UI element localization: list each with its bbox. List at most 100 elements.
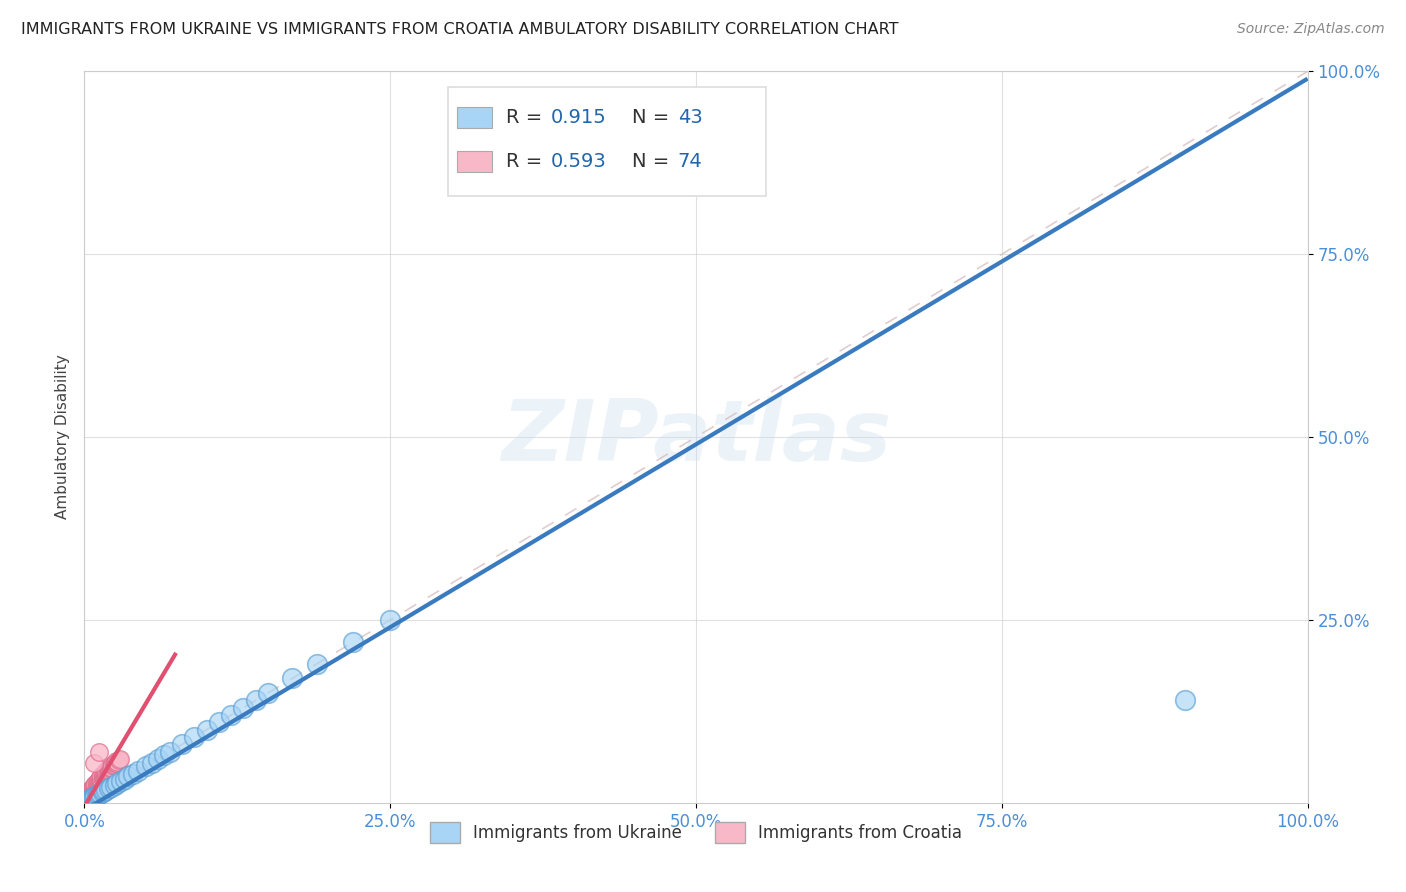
Point <box>97 781 120 796</box>
Point <box>91 770 114 784</box>
Point <box>77 793 100 807</box>
Point <box>82 784 104 798</box>
Point <box>100 762 122 776</box>
Point <box>84 789 107 804</box>
Point <box>79 787 101 801</box>
Point <box>76 794 98 808</box>
Point <box>97 763 120 777</box>
Point <box>89 773 111 788</box>
Point <box>257 686 280 700</box>
Text: 74: 74 <box>678 152 703 171</box>
Point <box>77 794 100 808</box>
Point <box>98 761 121 775</box>
Text: 0.593: 0.593 <box>550 152 606 171</box>
Point <box>86 780 108 794</box>
Point <box>98 764 121 778</box>
Point <box>87 788 110 802</box>
Point <box>219 708 242 723</box>
Point <box>77 786 100 800</box>
Point <box>84 781 107 796</box>
Point <box>110 773 132 788</box>
Point <box>103 757 125 772</box>
Point <box>87 787 110 801</box>
Point <box>101 761 124 775</box>
Point <box>82 780 104 794</box>
Point <box>79 785 101 799</box>
Point <box>82 790 104 805</box>
Point <box>105 754 128 768</box>
Text: N =: N = <box>633 152 676 171</box>
Point <box>342 635 364 649</box>
Point <box>82 781 104 796</box>
Point <box>96 764 118 778</box>
Point <box>93 784 115 798</box>
Point <box>87 773 110 788</box>
Point <box>91 768 114 782</box>
Text: IMMIGRANTS FROM UKRAINE VS IMMIGRANTS FROM CROATIA AMBULATORY DISABILITY CORRELA: IMMIGRANTS FROM UKRAINE VS IMMIGRANTS FR… <box>21 22 898 37</box>
Y-axis label: Ambulatory Disability: Ambulatory Disability <box>55 355 70 519</box>
Point <box>153 748 176 763</box>
Point <box>104 757 127 772</box>
Point <box>87 776 110 790</box>
Point <box>77 789 100 803</box>
Point <box>91 772 114 787</box>
Point <box>83 789 105 804</box>
Point <box>93 769 115 783</box>
Point <box>77 786 100 800</box>
Text: R =: R = <box>506 108 548 127</box>
Point <box>97 762 120 776</box>
Point <box>89 771 111 785</box>
Text: ZIPatlas: ZIPatlas <box>501 395 891 479</box>
Point <box>94 769 117 783</box>
FancyBboxPatch shape <box>447 87 766 195</box>
Point <box>104 778 127 792</box>
Text: N =: N = <box>633 108 676 127</box>
Point <box>107 753 129 767</box>
Point <box>94 765 117 780</box>
Point <box>159 745 181 759</box>
Point <box>281 672 304 686</box>
Point <box>79 782 101 797</box>
Point <box>77 789 100 804</box>
Point <box>183 730 205 744</box>
Point <box>97 765 120 780</box>
Point <box>75 795 97 809</box>
Point <box>93 766 115 780</box>
Point <box>87 772 110 787</box>
Point <box>245 693 267 707</box>
Point <box>96 768 118 782</box>
Point <box>77 785 100 799</box>
Point <box>83 780 105 795</box>
Point <box>97 764 120 779</box>
Text: 0.915: 0.915 <box>550 108 606 127</box>
Point <box>232 700 254 714</box>
Point <box>96 782 118 797</box>
Point <box>87 778 110 792</box>
Point <box>105 756 128 771</box>
Point <box>97 761 120 775</box>
Point <box>105 755 128 769</box>
Text: Source: ZipAtlas.com: Source: ZipAtlas.com <box>1237 22 1385 37</box>
Point <box>141 756 163 770</box>
Text: R =: R = <box>506 152 548 171</box>
Point <box>79 792 101 806</box>
Point <box>100 780 122 794</box>
Point <box>127 764 149 778</box>
Bar <box>457 107 492 128</box>
Point <box>305 657 328 671</box>
Point <box>146 752 169 766</box>
Point <box>380 613 402 627</box>
Point <box>1174 693 1197 707</box>
Text: 43: 43 <box>678 108 703 127</box>
Point <box>97 766 120 780</box>
Point <box>90 769 112 783</box>
Point <box>96 765 118 780</box>
Point <box>86 778 108 792</box>
Point <box>75 792 97 806</box>
Point <box>114 772 136 786</box>
Point <box>86 775 108 789</box>
Point <box>108 752 131 766</box>
Point <box>89 775 111 789</box>
Point <box>80 783 103 797</box>
Point <box>86 789 108 803</box>
